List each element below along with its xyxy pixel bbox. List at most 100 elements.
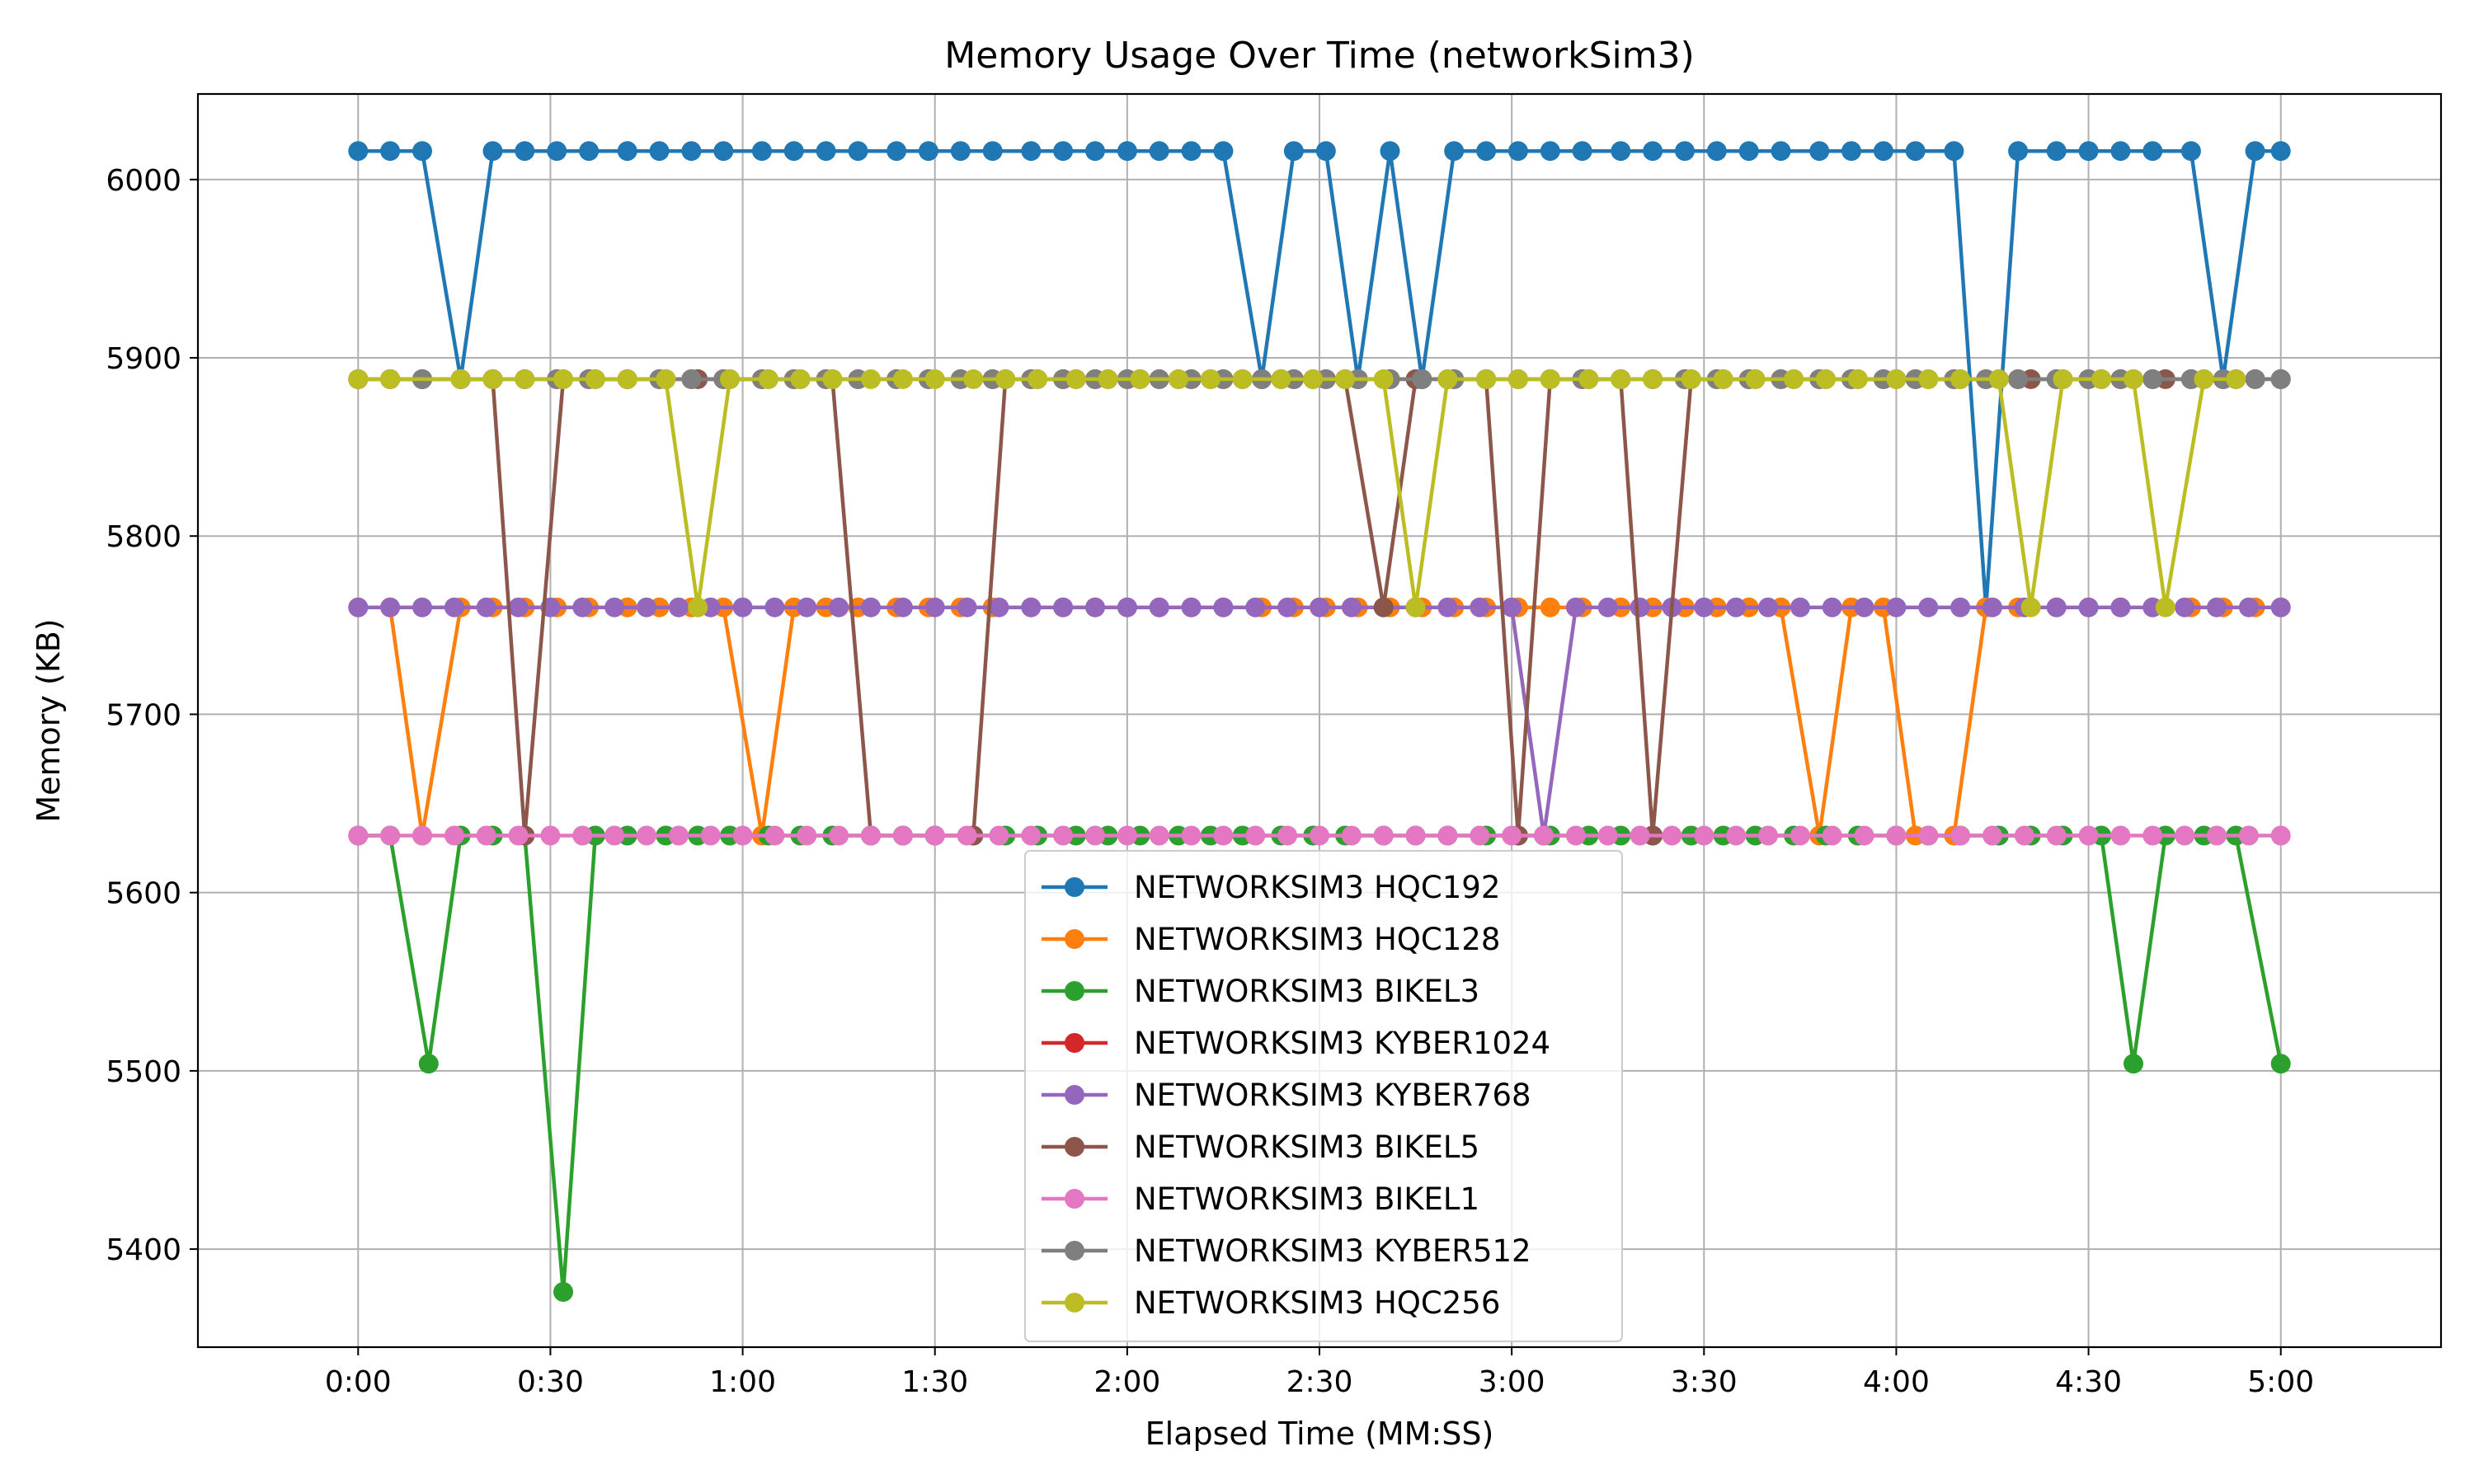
y-tick-label: 5700 [106, 698, 181, 732]
data-point [2238, 825, 2259, 846]
data-point [1213, 597, 1234, 618]
legend-label: NETWORKSIM3 HQC192 [1134, 870, 1500, 905]
data-point [637, 597, 656, 618]
data-point [1534, 825, 1554, 846]
data-point [887, 141, 907, 162]
data-point [2175, 597, 2195, 618]
legend-label: NETWORKSIM3 KYBER768 [1134, 1078, 1531, 1113]
data-point [963, 369, 984, 389]
data-point [1790, 597, 1810, 618]
x-tick-label: 0:30 [517, 1365, 584, 1399]
data-point [1412, 369, 1432, 389]
data-point [348, 141, 369, 162]
data-point [1565, 597, 1586, 618]
data-point [1053, 141, 1074, 162]
data-point [515, 369, 535, 389]
data-point [1405, 597, 1426, 618]
data-point [861, 825, 881, 846]
data-point [380, 369, 401, 389]
data-point [1886, 597, 1907, 618]
series-networksim3-hqc192 [348, 141, 2291, 618]
data-point [1117, 141, 1137, 162]
data-point [1085, 597, 1105, 618]
data-point [1245, 597, 1266, 618]
data-point [450, 369, 471, 389]
data-point [585, 369, 605, 389]
data-point [2014, 825, 2034, 846]
data-point [713, 141, 734, 162]
data-point [476, 597, 496, 618]
legend-marker [1065, 1293, 1084, 1313]
data-point [1854, 825, 1874, 846]
legend-label: NETWORKSIM3 BIKEL1 [1134, 1181, 1479, 1217]
data-point [2226, 369, 2246, 389]
data-point [1854, 597, 1874, 618]
data-point [1713, 369, 1733, 389]
data-point [700, 825, 721, 846]
data-point [1373, 597, 1394, 618]
data-point [668, 825, 689, 846]
data-point [1437, 825, 1458, 846]
data-point [1675, 141, 1695, 162]
data-point [2110, 597, 2131, 618]
data-point [1662, 825, 1682, 846]
data-point [1847, 369, 1868, 389]
data-point [1303, 369, 1324, 389]
data-point [1437, 597, 1458, 618]
data-point [1181, 825, 1202, 846]
data-point [1181, 141, 1202, 162]
data-point [681, 369, 702, 389]
data-point [1373, 825, 1394, 846]
data-point [1021, 825, 1042, 846]
data-point [720, 369, 740, 389]
data-point [681, 141, 702, 162]
data-point [1630, 597, 1650, 618]
data-point [2046, 141, 2067, 162]
data-point [892, 369, 913, 389]
data-point [1694, 825, 1714, 846]
data-point [1540, 141, 1560, 162]
x-tick-label: 1:00 [709, 1365, 776, 1399]
data-point [1405, 825, 1426, 846]
data-point [1271, 369, 1291, 389]
data-point [797, 597, 817, 618]
legend-box [1024, 850, 1623, 1342]
data-point [412, 141, 432, 162]
legend-item: NETWORKSIM3 KYBER1024 [1042, 1026, 1550, 1061]
data-point [1944, 141, 1964, 162]
data-point [1181, 597, 1202, 618]
data-point [861, 597, 881, 618]
data-point [1597, 825, 1618, 846]
data-point [508, 825, 529, 846]
data-point [732, 597, 753, 618]
data-point [1738, 141, 1759, 162]
data-point [1790, 825, 1810, 846]
data-point [829, 597, 849, 618]
x-tick-label: 0:00 [325, 1365, 392, 1399]
y-tick-label: 5600 [106, 877, 181, 911]
data-point [572, 825, 593, 846]
data-point [861, 369, 881, 389]
y-tick-label: 5900 [106, 342, 181, 376]
data-point [1643, 369, 1663, 389]
data-point [380, 597, 401, 618]
data-point [2142, 369, 2163, 389]
x-tick-label: 2:30 [1286, 1365, 1353, 1399]
data-point [1886, 825, 1907, 846]
data-point [1630, 825, 1650, 846]
data-point [924, 825, 945, 846]
legend-label: NETWORKSIM3 HQC256 [1134, 1285, 1500, 1321]
data-point [995, 369, 1016, 389]
data-point [1726, 825, 1747, 846]
data-point [2110, 141, 2131, 162]
data-point [348, 825, 369, 846]
data-point [1277, 825, 1298, 846]
data-point [656, 369, 676, 389]
data-point [1822, 597, 1842, 618]
x-axis-label: Elapsed Time (MM:SS) [1145, 1416, 1494, 1452]
x-tick-label: 1:30 [901, 1365, 968, 1399]
data-point [476, 825, 496, 846]
data-point [732, 825, 753, 846]
legend-marker [1065, 1033, 1084, 1053]
